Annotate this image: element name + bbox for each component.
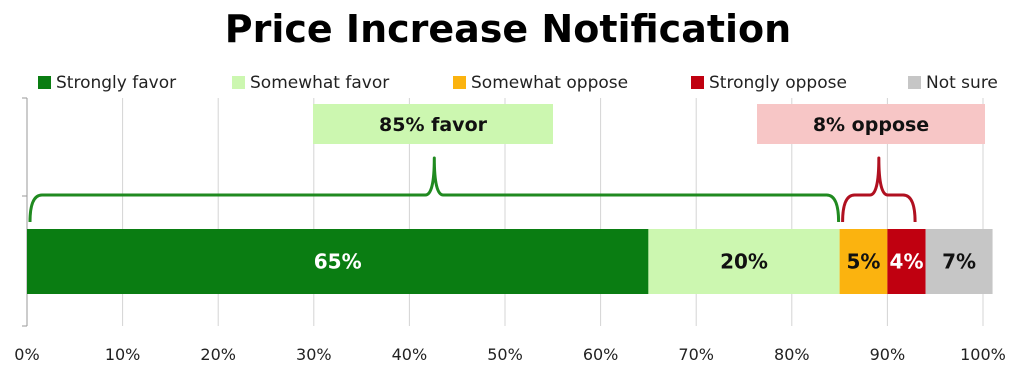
- bar-segment: [27, 229, 649, 294]
- annotation-box: [757, 104, 985, 144]
- bar-segment: [648, 229, 840, 294]
- legend-swatch: [691, 76, 704, 89]
- bracket: [841, 156, 917, 223]
- data-label: 5%: [847, 250, 881, 274]
- tick-label: 100%: [960, 345, 1006, 364]
- data-label: 65%: [314, 250, 362, 274]
- tick-label: 0%: [14, 345, 39, 364]
- legend-label: Somewhat favor: [250, 73, 389, 93]
- legend-swatch: [232, 76, 245, 89]
- bar-segment: [887, 229, 926, 294]
- annotation-box: [313, 104, 553, 144]
- x-axis-ticks: 0% 10% 20% 30% 40% 50% 60% 70% 80% 90% 100%: [14, 345, 1006, 364]
- tick-label: 10%: [105, 345, 141, 364]
- tick-label: 80%: [774, 345, 810, 364]
- tick-label: 60%: [583, 345, 619, 364]
- data-label: 7%: [942, 250, 976, 274]
- annotations: 85% favor 8% oppose: [28, 104, 985, 223]
- bar-segment: [839, 229, 888, 294]
- tick-label: 90%: [870, 345, 906, 364]
- bar-segment: [925, 229, 993, 294]
- legend-swatch: [453, 76, 466, 89]
- tick-label: 30%: [296, 345, 332, 364]
- data-label: 20%: [720, 250, 768, 274]
- tick-label: 40%: [392, 345, 428, 364]
- annotation-label: 85% favor: [379, 114, 488, 136]
- tick-label: 70%: [678, 345, 714, 364]
- legend-swatch: [908, 76, 921, 89]
- legend: Strongly favor Somewhat favor Somewhat opp…: [38, 73, 998, 93]
- legend-label: Somewhat oppose: [471, 73, 628, 93]
- data-label: 4%: [890, 250, 924, 274]
- legend-label: Strongly favor: [56, 73, 176, 93]
- bar-series: 65% 20% 5% 4% 7%: [27, 229, 993, 294]
- tick-label: 20%: [200, 345, 236, 364]
- chart-title: Price Increase Notification: [225, 7, 791, 51]
- legend-label: Strongly oppose: [709, 73, 847, 93]
- bracket: [28, 156, 841, 223]
- legend-swatch: [38, 76, 51, 89]
- tick-label: 50%: [487, 345, 523, 364]
- annotation-label: 8% oppose: [813, 114, 929, 136]
- legend-label: Not sure: [926, 73, 998, 93]
